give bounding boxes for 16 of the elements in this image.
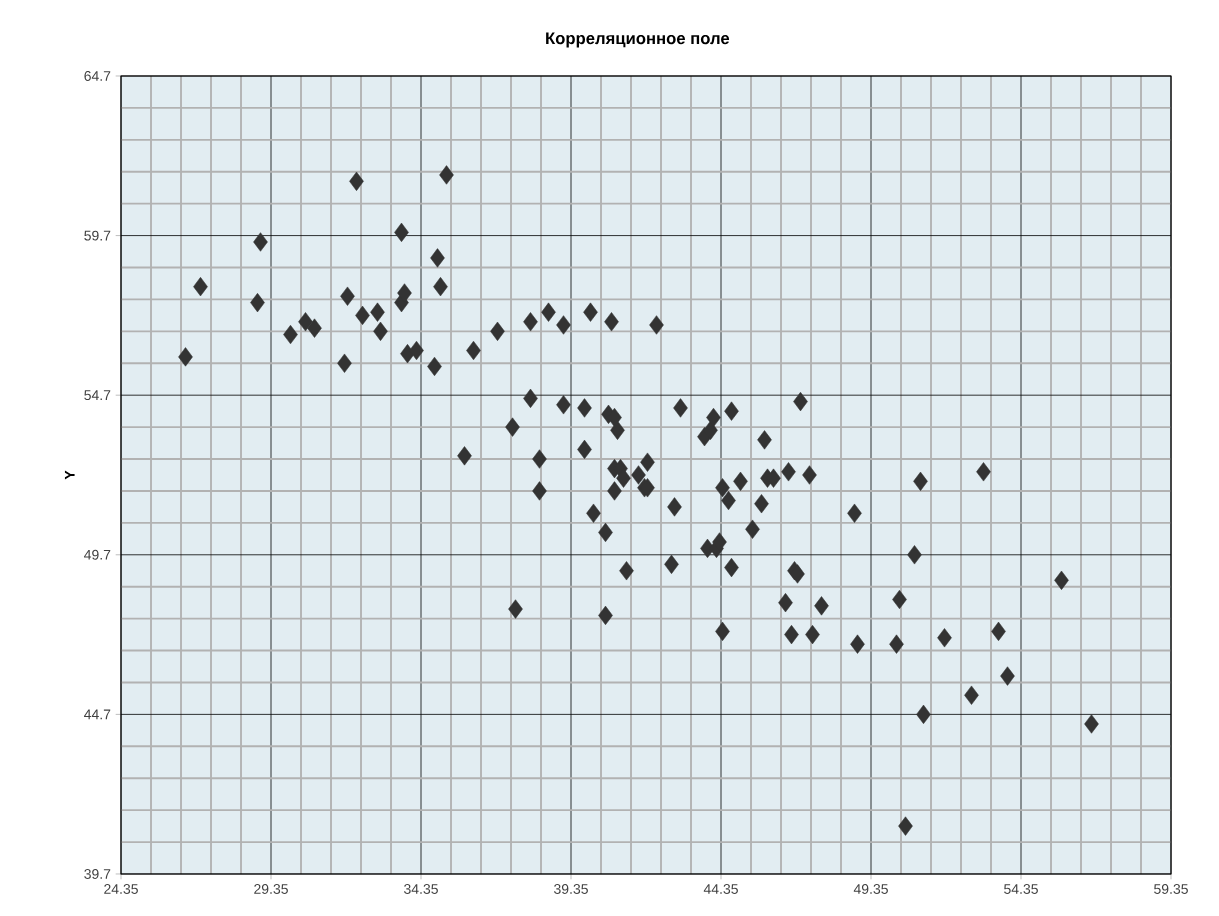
x-tick-label: 54.35 — [1004, 884, 1038, 894]
x-tick-label: 44.35 — [703, 884, 738, 894]
x-tick-label: 34.35 — [404, 884, 438, 894]
x-tick-label: 24.35 — [104, 884, 138, 894]
y-tick-label: 44.7 — [84, 709, 111, 720]
y-tick-label: 59.7 — [84, 230, 111, 241]
y-tick-label: 49.7 — [84, 549, 111, 560]
x-tick-label: 49.35 — [853, 884, 888, 894]
x-tick-label: 59.35 — [1154, 884, 1188, 894]
x-tick-label: 29.35 — [254, 884, 288, 894]
y-tick-label: 64.7 — [84, 71, 111, 81]
y-tick-label: 54.7 — [84, 390, 111, 401]
y-tick-label: 39.7 — [84, 869, 111, 879]
chart-title: Корреляционное поле — [546, 32, 730, 48]
y-axis-title: Y — [64, 470, 75, 480]
x-tick-label: 39.35 — [554, 884, 588, 894]
